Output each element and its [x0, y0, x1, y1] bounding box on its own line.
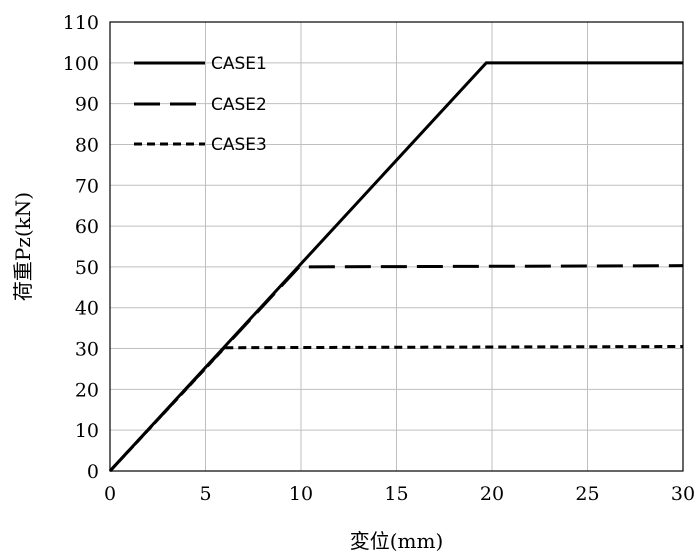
- x-tick-label: 5: [199, 483, 211, 505]
- y-tick-label: 10: [75, 420, 99, 442]
- y-tick-label: 80: [75, 134, 99, 156]
- y-axis-ticks: 0 10 20 30 40 50 60 70 80 90 100 110: [63, 12, 99, 483]
- y-tick-label: 110: [63, 12, 99, 34]
- x-tick-label: 25: [575, 483, 599, 505]
- legend: CASE1 CASE2 CASE3: [134, 54, 267, 155]
- plot-frame: [109, 21, 684, 472]
- series-lines: [108, 61, 684, 473]
- legend-label-case2: CASE2: [211, 95, 267, 115]
- x-tick-label: 20: [480, 483, 504, 505]
- x-tick-label: 0: [104, 483, 116, 505]
- x-tick-label: 10: [289, 483, 313, 505]
- x-tick-label: 30: [671, 483, 695, 505]
- y-tick-label: 60: [75, 216, 99, 238]
- y-tick-label: 100: [63, 53, 99, 75]
- y-tick-label: 20: [75, 379, 99, 401]
- y-tick-label: 0: [87, 461, 99, 483]
- y-tick-label: 70: [75, 175, 99, 197]
- legend-label-case1: CASE1: [211, 54, 267, 74]
- y-tick-label: 30: [75, 339, 99, 361]
- y-tick-label: 90: [75, 94, 99, 116]
- grid: [109, 21, 684, 472]
- y-axis-label: 荷重Pz(kN): [11, 192, 35, 301]
- x-axis-ticks: 0 5 10 15 20 25 30: [104, 483, 695, 505]
- x-axis-label: 変位(mm): [350, 529, 444, 553]
- y-tick-label: 50: [75, 257, 99, 279]
- legend-label-case3: CASE3: [211, 135, 267, 155]
- series-line-case3: [108, 345, 684, 473]
- x-tick-label: 15: [384, 483, 408, 505]
- y-tick-label: 40: [75, 298, 99, 320]
